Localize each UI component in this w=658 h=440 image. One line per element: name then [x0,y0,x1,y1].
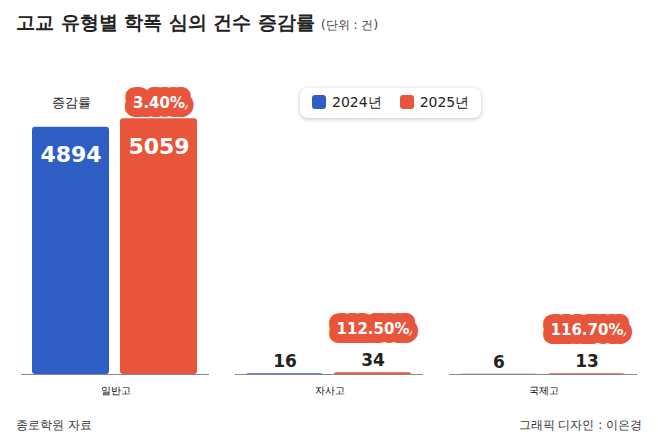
html-text:2024년: 2024년 [332,94,382,110]
svg-text:국제고: 국제고 [529,385,559,396]
html-text:종로학원 자료: 종로학원 자료 [16,417,92,432]
svg-text:4894: 4894 [40,142,101,167]
svg-text:자사고: 자사고 [315,385,345,396]
svg-text:5059: 5059 [128,134,189,159]
html-text:2025년: 2025년 [419,94,470,110]
svg-text:116.70%: 116.70% [551,321,624,339]
svg-text:16: 16 [273,351,297,371]
svg-text:34: 34 [361,350,385,370]
html-text:고교 유형별 학폭 심의 건수 증감률 (단위 : 건): 고교 유형별 학폭 심의 건수 증감률 (단위 : 건) [16,11,379,33]
svg-text:3.40%: 3.40% [133,94,185,112]
svg-text:6: 6 [493,352,505,372]
svg-text:13: 13 [575,351,599,371]
svg-text:112.50%: 112.50% [337,320,410,338]
svg-text:증감률: 증감률 [52,95,91,110]
html-text:그래픽 디자인 : 이은경: 그래픽 디자인 : 이은경 [518,417,642,432]
svg-text:일반고: 일반고 [101,385,131,396]
